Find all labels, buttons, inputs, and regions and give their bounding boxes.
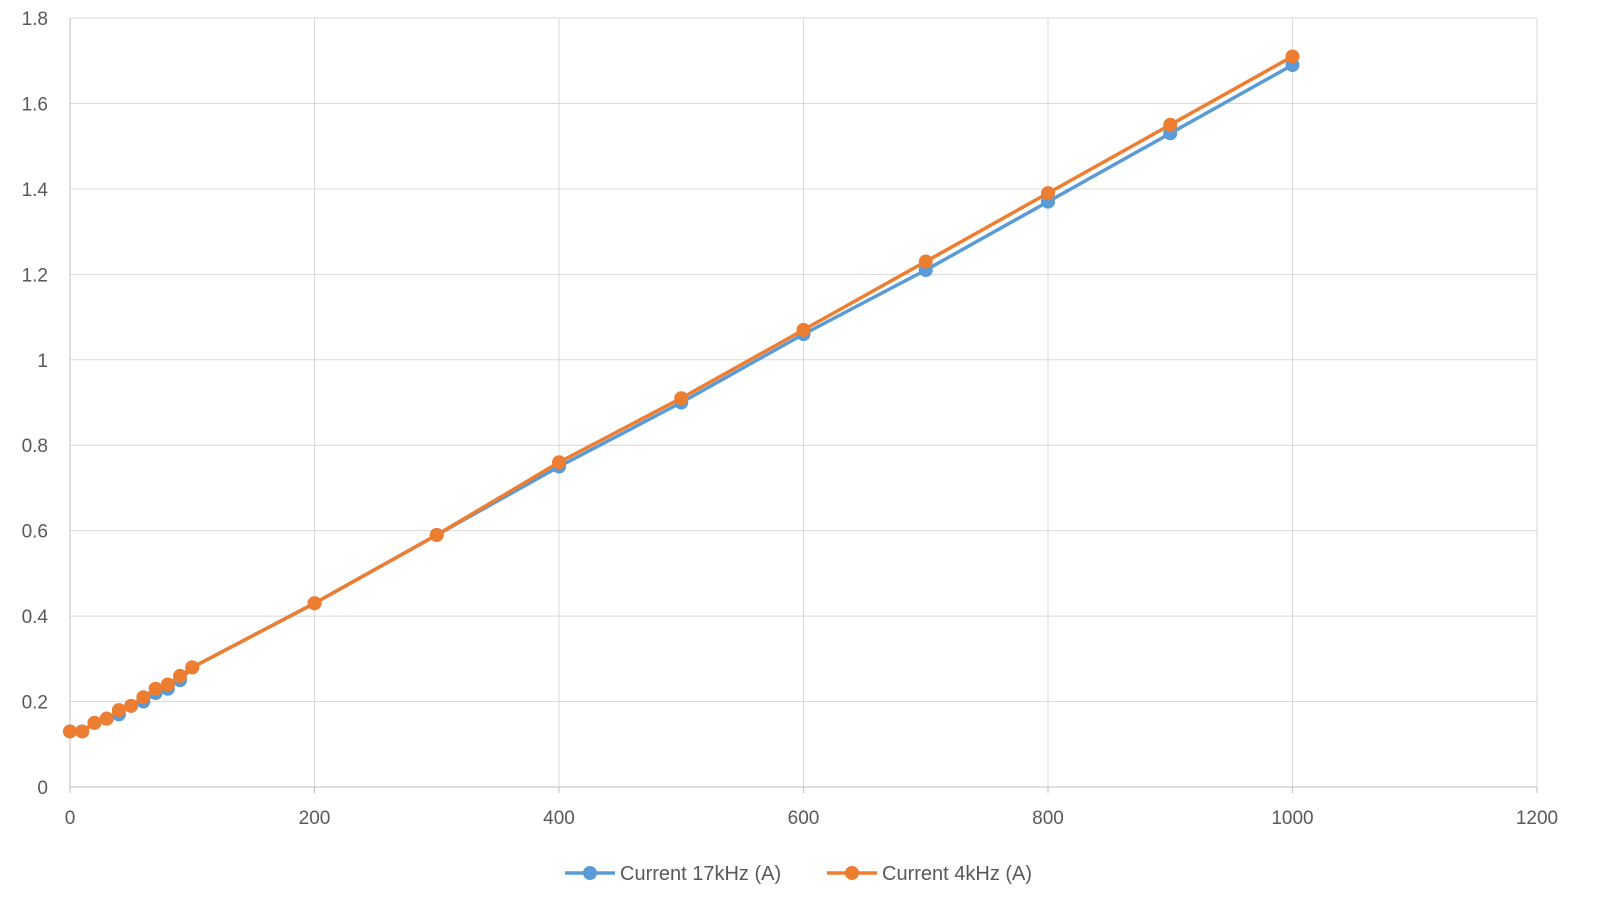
legend-label: Current 4kHz (A) [882, 863, 1032, 885]
y-tick-label: 1.6 [22, 94, 48, 115]
data-point [75, 724, 90, 739]
data-point [1041, 186, 1055, 201]
legend[interactable]: Current 17kHz (A) Current 4kHz (A) [565, 863, 1032, 885]
y-tick-label: 1.8 [22, 9, 48, 30]
data-point [124, 698, 139, 713]
data-point [63, 724, 77, 739]
grid [69, 17, 1538, 788]
y-tick-label: 1.4 [22, 180, 49, 201]
x-tick-label: 800 [1032, 808, 1064, 829]
data-point [87, 715, 102, 730]
legend-item[interactable]: Current 17kHz (A) [565, 863, 781, 885]
tick-labels: 0 0.2 0.4 0.6 0.8 1 1.2 1.4 1.6 1.8 0 200 400 600 800 1… [22, 9, 1559, 829]
legend-marker [583, 866, 597, 880]
legend-item[interactable]: Current 4kHz (A) [827, 863, 1032, 885]
x-tick-label: 200 [299, 808, 331, 829]
series-layer [63, 49, 1300, 739]
data-point [1285, 49, 1300, 64]
y-tick-label: 0.4 [22, 607, 49, 628]
x-tick-label: 600 [788, 808, 820, 829]
y-tick-label: 0 [37, 778, 48, 799]
y-tick-label: 1 [37, 351, 48, 372]
legend-label: Current 17kHz (A) [620, 863, 781, 885]
data-point [148, 681, 163, 696]
y-tick-label: 1.2 [22, 265, 48, 286]
data-point [918, 254, 933, 269]
y-tick-label: 0.6 [22, 522, 48, 543]
y-tick-label: 0.8 [22, 436, 48, 457]
data-point [185, 660, 200, 675]
x-tick-label: 400 [543, 808, 575, 829]
x-tick-label: 1000 [1271, 808, 1313, 829]
data-point [796, 322, 811, 337]
data-point [307, 596, 322, 611]
data-point [1163, 117, 1178, 132]
data-point [429, 527, 444, 542]
y-tick-label: 0.2 [22, 693, 48, 714]
data-point [136, 690, 151, 705]
x-tick-label: 1200 [1516, 808, 1558, 829]
axes [69, 18, 1538, 793]
data-point [160, 677, 175, 692]
legend-marker [845, 866, 859, 880]
data-point [173, 668, 188, 683]
data-point [552, 455, 566, 470]
data-point [111, 703, 126, 718]
data-point [674, 391, 689, 406]
data-point [99, 711, 114, 726]
series-1 [63, 49, 1300, 739]
x-tick-label: 0 [65, 808, 76, 829]
